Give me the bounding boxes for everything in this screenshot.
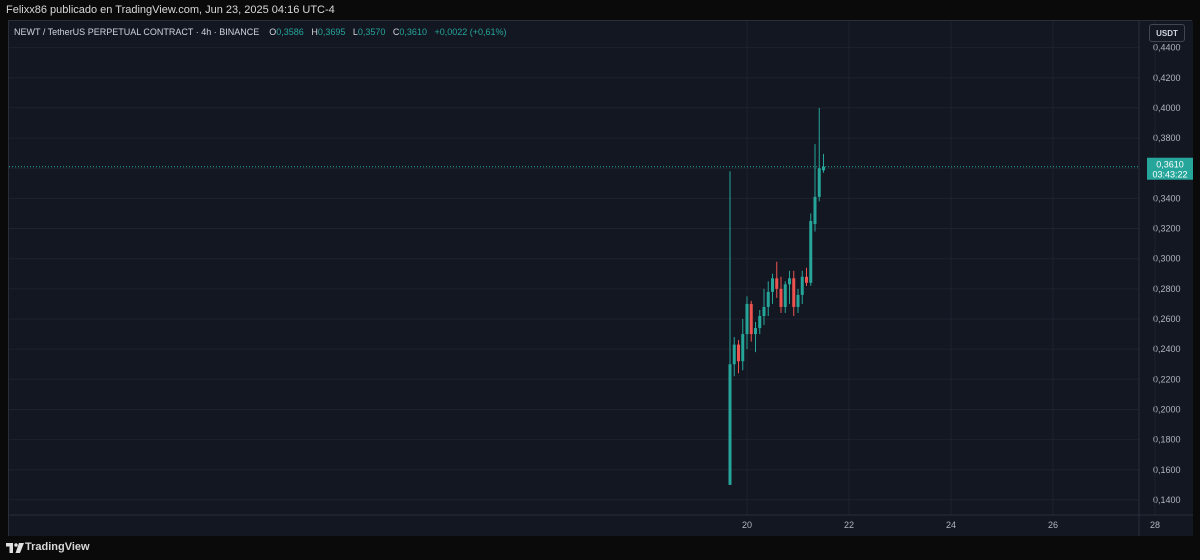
publish-info: Felixx86 publicado en TradingView.com, J… <box>6 4 335 16</box>
tradingview-logo-icon <box>6 543 24 553</box>
candle-body <box>788 278 791 285</box>
y-tick-label: 0,3400 <box>1153 193 1181 203</box>
candle-body <box>766 291 770 307</box>
y-tick-label: 0,4000 <box>1153 103 1181 113</box>
last-price-badge <box>1147 157 1193 180</box>
candle-body <box>732 344 736 365</box>
x-tick-label: 22 <box>844 520 854 530</box>
low-label: L <box>352 27 358 37</box>
candle-body <box>809 221 813 283</box>
currency-button[interactable]: USDT <box>1149 24 1185 42</box>
plot-background <box>9 21 1193 537</box>
candle-body <box>779 288 783 307</box>
footer: TradingView <box>0 536 1200 560</box>
candle-body <box>754 328 757 335</box>
candle-body <box>762 306 766 316</box>
candle-body <box>813 196 817 225</box>
y-tick-label: 0,2400 <box>1153 344 1181 354</box>
close-value: 0,3610 <box>399 27 427 37</box>
candle-body <box>805 276 808 283</box>
x-tick-label: 28 <box>1150 520 1160 530</box>
candle-body <box>817 168 821 197</box>
y-tick-label: 0,2800 <box>1153 284 1181 294</box>
open-label: O <box>269 27 277 37</box>
y-tick-label: 0,2600 <box>1153 314 1181 324</box>
candle-body <box>737 344 740 362</box>
candle-body <box>792 278 796 307</box>
y-tick-label: 0,3200 <box>1153 224 1181 234</box>
low-value: 0,3570 <box>357 27 386 37</box>
y-tick-label: 0,2200 <box>1153 374 1181 384</box>
symbol-legend: NEWT / TetherUS PERPETUAL CONTRACT · 4h … <box>14 27 507 37</box>
publish-header: Felixx86 publicado en TradingView.com, J… <box>0 0 1200 20</box>
candle-body <box>783 284 787 307</box>
candle-body <box>775 278 779 289</box>
x-tick-label: 20 <box>742 520 752 530</box>
symbol-name[interactable]: NEWT / TetherUS PERPETUAL CONTRACT · 4h … <box>14 27 260 37</box>
candle-body <box>800 276 804 295</box>
candle-body <box>758 315 762 329</box>
y-tick-label: 0,2000 <box>1153 404 1181 414</box>
open-value: 0,3586 <box>276 27 304 37</box>
change-value: +0,0022 (+0,61%) <box>434 27 507 37</box>
y-tick-label: 0,1600 <box>1153 465 1181 475</box>
candle-body <box>745 303 749 335</box>
candle-body <box>741 334 745 362</box>
y-tick-label: 0,4200 <box>1153 73 1181 83</box>
y-tick-label: 0,4400 <box>1153 43 1181 53</box>
candle-body <box>822 166 825 171</box>
bar-countdown: 03:43:22 <box>1152 170 1187 180</box>
x-tick-label: 24 <box>946 520 956 530</box>
high-value: 0,3695 <box>317 27 346 37</box>
high-label: H <box>311 27 318 37</box>
y-tick-label: 0,3000 <box>1153 254 1181 264</box>
last-price-value: 0,3610 <box>1156 160 1184 170</box>
candle-body <box>796 294 800 307</box>
candle-body <box>749 303 753 335</box>
candle-body <box>771 278 774 292</box>
brand-name: TradingView <box>25 541 90 553</box>
x-tick-label: 26 <box>1048 520 1058 530</box>
y-tick-label: 0,3800 <box>1153 133 1181 143</box>
candle-body <box>728 364 732 485</box>
close-label: C <box>392 27 400 37</box>
candlestick-chart[interactable]: 0,44000,42000,40000,38000,36000,34000,32… <box>9 21 1193 537</box>
y-tick-label: 0,1400 <box>1153 495 1181 505</box>
y-tick-label: 0,1800 <box>1153 435 1181 445</box>
chart-panel[interactable]: 0,44000,42000,40000,38000,36000,34000,32… <box>8 20 1193 537</box>
